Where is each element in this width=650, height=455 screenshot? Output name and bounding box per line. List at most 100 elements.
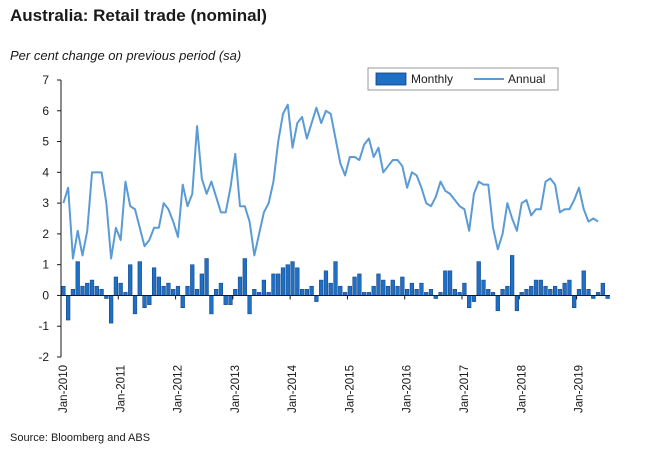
monthly-bar — [223, 295, 228, 305]
monthly-bar — [376, 273, 381, 296]
monthly-bar — [409, 282, 414, 296]
monthly-bar — [500, 289, 505, 296]
monthly-bar — [214, 289, 219, 296]
monthly-bar — [309, 285, 314, 296]
x-tick-label: Jan-2017 — [459, 365, 471, 413]
monthly-bar — [299, 289, 305, 296]
monthly-bar — [161, 285, 166, 296]
y-tick-label: 4 — [42, 165, 49, 179]
monthly-bar — [271, 273, 276, 296]
x-tick-label: Jan-2010 — [58, 365, 70, 413]
monthly-bar — [75, 261, 80, 296]
monthly-bar — [405, 289, 410, 296]
monthly-bar — [510, 255, 515, 296]
monthly-bar — [428, 289, 434, 296]
y-tick-label: 2 — [42, 227, 49, 241]
x-tick-label: Jan-2014 — [287, 364, 299, 413]
monthly-bar — [228, 295, 233, 305]
monthly-bar — [333, 261, 338, 296]
monthly-bar — [538, 279, 543, 296]
monthly-bar — [171, 289, 176, 296]
monthly-bar — [94, 285, 99, 296]
legend-label-monthly: Monthly — [411, 72, 453, 86]
monthly-bar — [447, 270, 453, 296]
monthly-bars — [61, 255, 610, 324]
monthly-bar — [357, 273, 362, 296]
monthly-bar — [147, 295, 152, 305]
monthly-bar — [524, 289, 529, 296]
monthly-bar — [247, 295, 252, 315]
monthly-bar — [166, 282, 171, 296]
monthly-bar — [419, 282, 424, 296]
monthly-bar — [338, 285, 343, 296]
monthly-bar — [185, 285, 190, 296]
monthly-bar — [80, 285, 85, 296]
monthly-bar — [600, 282, 605, 296]
legend-box — [367, 67, 559, 91]
monthly-bar — [390, 279, 395, 296]
monthly-bar — [486, 289, 491, 296]
monthly-bar — [285, 264, 290, 296]
source-note: Source: Bloomberg and ABS — [10, 432, 151, 444]
monthly-bar — [209, 295, 214, 315]
monthly-bar — [562, 282, 567, 296]
monthly-bar — [471, 295, 477, 302]
x-tick-label: Jan-2013 — [230, 365, 242, 413]
monthly-bar — [581, 270, 586, 296]
y-tick-label: 7 — [42, 73, 49, 87]
monthly-bar — [218, 282, 224, 296]
monthly-bar — [314, 295, 319, 302]
monthly-bar — [151, 267, 157, 296]
monthly-bar — [467, 295, 472, 309]
axes: -2 -1 0 1 2 3 4 5 6 7 Jan-2010 Jan-2011 Jan-2012 Jan-… — [38, 73, 610, 413]
monthly-bar — [156, 276, 161, 296]
monthly-bar — [118, 282, 123, 296]
monthly-bar — [462, 282, 467, 296]
legend-swatch-monthly — [375, 72, 407, 86]
monthly-bar — [304, 289, 309, 296]
y-tick-label: 5 — [42, 135, 49, 149]
monthly-bar — [280, 267, 286, 296]
monthly-bar — [552, 285, 558, 296]
y-tick-label: 1 — [42, 258, 49, 272]
monthly-bar — [328, 282, 333, 296]
monthly-bar — [529, 285, 534, 296]
monthly-bar — [109, 295, 114, 324]
monthly-bar — [514, 295, 520, 312]
monthly-bar — [481, 279, 486, 296]
monthly-bar — [70, 289, 76, 296]
legend: Monthly Annual — [367, 67, 559, 91]
x-tick-label: Jan-2011 — [115, 365, 127, 412]
monthly-bar — [237, 276, 243, 296]
monthly-bar — [548, 289, 553, 296]
monthly-bar — [586, 289, 591, 296]
monthly-bar — [89, 279, 95, 296]
monthly-bar — [443, 270, 448, 296]
monthly-bar — [395, 285, 400, 296]
monthly-bar — [242, 258, 247, 296]
annual-line — [62, 103, 599, 260]
monthly-bar — [347, 285, 352, 296]
x-tick-label: Jan-2012 — [173, 365, 185, 413]
monthly-bar — [323, 270, 329, 296]
monthly-bar — [290, 261, 295, 296]
monthly-bar — [261, 279, 266, 296]
monthly-bar — [204, 258, 209, 296]
monthly-bar — [381, 279, 386, 296]
monthly-bar — [128, 264, 133, 296]
x-tick-label: Jan-2015 — [344, 365, 356, 413]
monthly-bar — [295, 267, 300, 296]
legend-label-annual: Annual — [508, 72, 545, 86]
monthly-bar — [572, 295, 577, 309]
monthly-bar — [567, 279, 572, 296]
monthly-bar — [194, 289, 200, 296]
monthly-bar — [352, 276, 357, 296]
monthly-bar — [99, 289, 104, 296]
monthly-bar — [132, 295, 138, 315]
monthly-bar — [557, 289, 562, 296]
monthly-bar — [180, 295, 185, 309]
annual-line-layer — [62, 103, 599, 260]
monthly-bar — [142, 295, 147, 309]
monthly-bar — [543, 285, 548, 296]
